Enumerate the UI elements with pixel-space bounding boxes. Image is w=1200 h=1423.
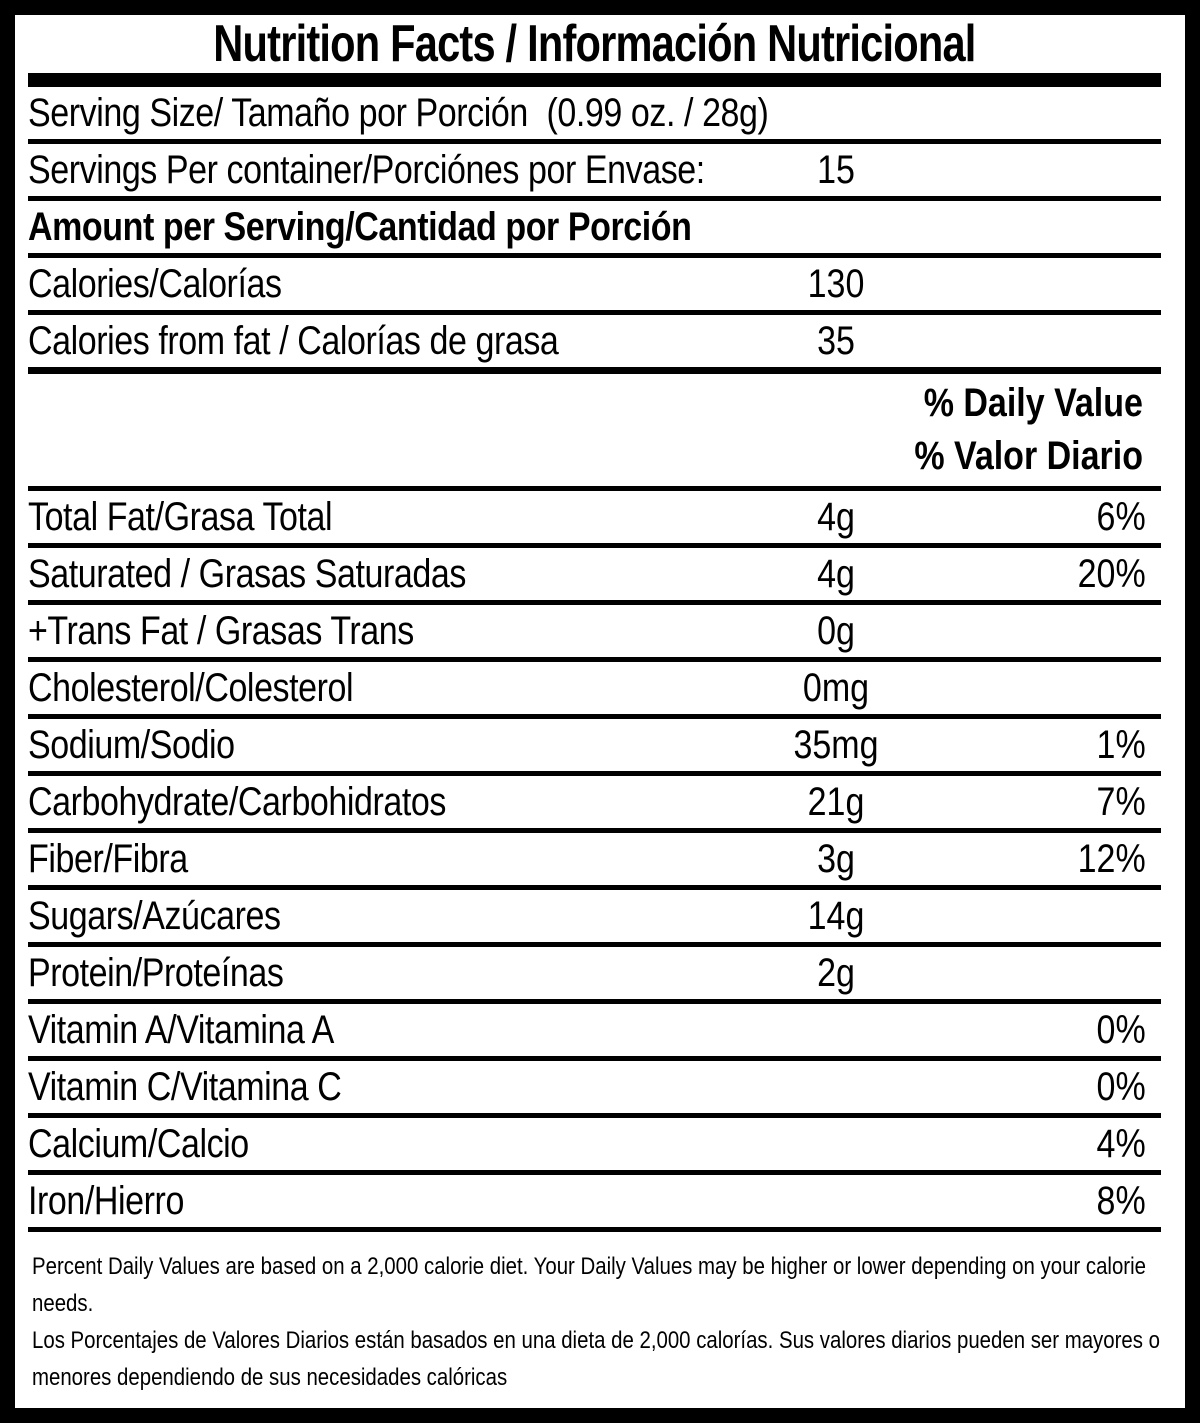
nutrient-amount: 21g [807, 779, 865, 824]
nutrient-label: Sodium/Sodio [28, 722, 235, 767]
nutrient-label: Saturated / Grasas Saturadas [28, 551, 466, 596]
nutrient-label: Protein/Proteínas [28, 950, 284, 995]
nutrient-row-vitamin-a: Vitamin A/Vitamina A 0% [28, 1004, 1161, 1061]
nutrient-pct: 0% [1096, 1064, 1146, 1109]
amount-per-serving-header-row: Amount per Serving/Cantidad por Porción [28, 201, 1161, 258]
nutrient-amount: 2g [817, 950, 855, 995]
daily-value-header: % Daily Value % Valor Diario [28, 374, 1161, 491]
nutrient-row-trans-fat: +Trans Fat / Grasas Trans 0g [28, 605, 1161, 662]
nutrient-row-total-fat: Total Fat/Grasa Total 4g 6% [28, 491, 1161, 548]
nutrient-row-iron: Iron/Hierro 8% [28, 1175, 1161, 1232]
amount-per-serving-header: Amount per Serving/Cantidad por Porción [28, 204, 692, 249]
serving-size-line: Serving Size/ Tamaño por Porción (0.99 o… [28, 90, 769, 136]
calories-value: 130 [807, 261, 865, 306]
nutrient-amount: 35mg [793, 722, 879, 767]
nutrient-label: +Trans Fat / Grasas Trans [28, 608, 414, 653]
nutrient-label: Carbohydrate/Carbohidratos [28, 779, 446, 824]
serving-size-value: (0.99 oz. / 28g) [546, 90, 769, 135]
calories-row: Calories/Calorías 130 [28, 258, 1161, 315]
nutrient-pct: 1% [1096, 722, 1146, 767]
nutrient-label: Calcium/Calcio [28, 1121, 249, 1166]
nutrient-amount: 14g [807, 893, 865, 938]
nutrient-row-sodium: Sodium/Sodio 35mg 1% [28, 719, 1161, 776]
daily-value-header-es: % Valor Diario [914, 433, 1143, 478]
calories-from-fat-label: Calories from fat / Calorías de grasa [28, 318, 559, 363]
nutrient-label: Sugars/Azúcares [28, 893, 281, 938]
calories-label: Calories/Calorías [28, 261, 282, 306]
nutrient-label: Cholesterol/Colesterol [28, 665, 354, 710]
servings-per-container-value: 15 [817, 147, 855, 192]
nutrient-row-sugars: Sugars/Azúcares 14g [28, 890, 1161, 947]
nutrient-amount: 4g [817, 551, 855, 596]
nutrient-amount: 0g [817, 608, 855, 653]
nutrient-label: Fiber/Fibra [28, 836, 188, 881]
nutrient-pct: 0% [1096, 1007, 1146, 1052]
serving-size-row: Serving Size/ Tamaño por Porción (0.99 o… [28, 87, 1161, 144]
nutrient-pct: 20% [1077, 551, 1146, 596]
footnote-en: Percent Daily Values are based on a 2,00… [32, 1253, 1146, 1317]
label-header: Nutrition Facts / Información Nutriciona… [28, 15, 1161, 73]
nutrient-label: Total Fat/Grasa Total [28, 494, 333, 539]
nutrient-row-fiber: Fiber/Fibra 3g 12% [28, 833, 1161, 890]
nutrient-amount: 4g [817, 494, 855, 539]
nutrient-amount: 0mg [802, 665, 870, 710]
nutrient-row-protein: Protein/Proteínas 2g [28, 947, 1161, 1004]
nutrient-row-cholesterol: Cholesterol/Colesterol 0mg [28, 662, 1161, 719]
nutrient-label: Vitamin C/Vitamina C [28, 1064, 342, 1109]
footnotes-text: Percent Daily Values are based on a 2,00… [32, 1248, 1161, 1396]
calories-from-fat-value: 35 [817, 318, 855, 363]
nutrient-row-saturated-fat: Saturated / Grasas Saturadas 4g 20% [28, 548, 1161, 605]
nutrient-amount: 3g [817, 836, 855, 881]
title-separator-bar [28, 73, 1161, 87]
daily-value-header-en: % Daily Value [923, 381, 1143, 426]
nutrient-row-carbohydrate: Carbohydrate/Carbohidratos 21g 7% [28, 776, 1161, 833]
nutrient-pct: 6% [1096, 494, 1146, 539]
calories-from-fat-row: Calories from fat / Calorías de grasa 35 [28, 315, 1161, 374]
servings-per-container-row: Servings Per container/Porciónes por Env… [28, 144, 1161, 201]
nutrient-row-calcium: Calcium/Calcio 4% [28, 1118, 1161, 1175]
nutrient-label: Iron/Hierro [28, 1178, 184, 1223]
page-title: Nutrition Facts / Información Nutriciona… [213, 15, 976, 73]
servings-per-container-label: Servings Per container/Porciónes por Env… [28, 147, 705, 192]
nutrient-row-vitamin-c: Vitamin C/Vitamina C 0% [28, 1061, 1161, 1118]
nutrient-pct: 7% [1096, 779, 1146, 824]
nutrient-pct: 4% [1096, 1121, 1146, 1166]
footnote-es: Los Porcentajes de Valores Diarios están… [32, 1327, 1160, 1391]
nutrient-pct: 12% [1077, 836, 1146, 881]
nutrient-pct: 8% [1096, 1178, 1146, 1223]
serving-size-label: Serving Size/ Tamaño por Porción [28, 90, 528, 135]
footnotes: Percent Daily Values are based on a 2,00… [28, 1232, 1161, 1408]
nutrient-label: Vitamin A/Vitamina A [28, 1007, 334, 1052]
